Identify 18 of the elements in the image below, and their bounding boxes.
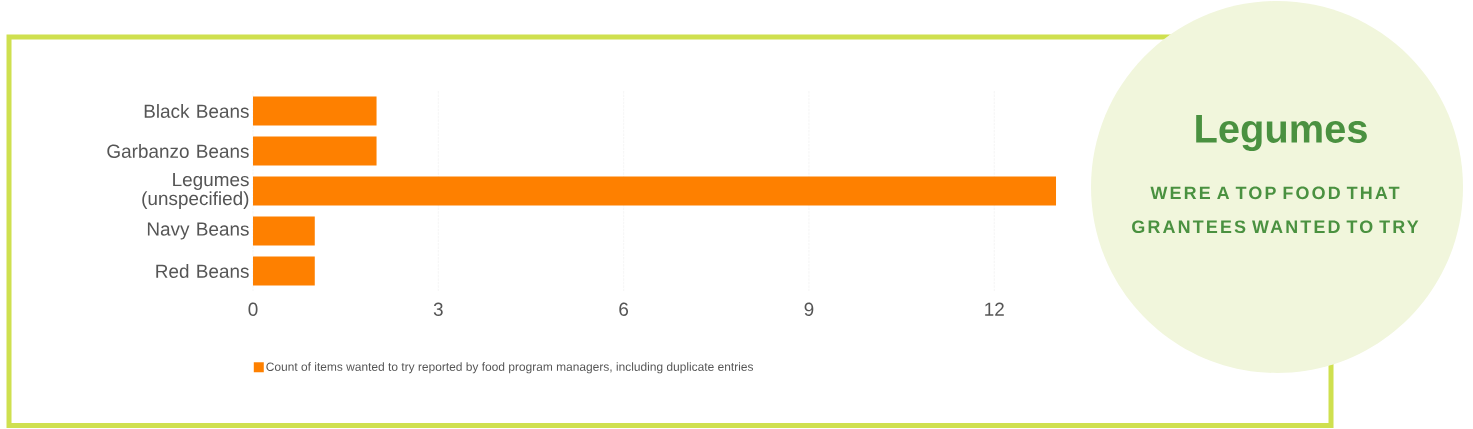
bar [253,136,377,166]
y-tick-label: Legumes (unspecified) [142,173,249,209]
x-tick-label: 0 [248,302,258,316]
text: WERE A TOP FOOD THAT GRANTEES WANTED TO TRY [1132,186,1419,234]
x-tick-label: 6 [619,302,629,316]
bar [253,256,315,286]
x-tick-label: 3 [433,302,443,316]
x-tick-label: 12 [985,302,1004,316]
y-tick-label: Garbanzo Beans [107,144,249,158]
bar [253,216,315,246]
legend-label: Count of items wanted to try reported by food program managers, including duplicate entries [266,362,754,374]
x-tick-label: 9 [804,302,814,316]
y-tick-label: Red Beans [156,264,249,278]
y-tick-label: Black Beans [144,104,249,118]
bar [253,176,1057,206]
text: Legumes [1196,115,1367,151]
y-tick-label: Navy Beans [147,222,249,240]
bar [253,96,377,126]
